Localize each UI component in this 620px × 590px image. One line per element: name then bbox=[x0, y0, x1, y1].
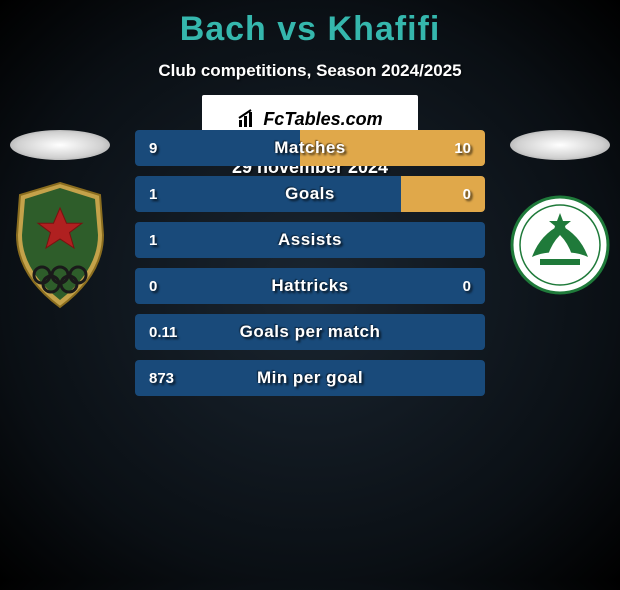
right-club-emblem bbox=[510, 180, 610, 310]
bar-value-left: 873 bbox=[149, 360, 174, 396]
far-rabat-icon bbox=[10, 180, 110, 310]
bar-value-left: 0 bbox=[149, 268, 157, 304]
bar-value-right: 10 bbox=[454, 130, 471, 166]
right-player-disc bbox=[510, 130, 610, 160]
bar-value-left: 1 bbox=[149, 222, 157, 258]
stats-bars-container: Matches910Goals10Assists1Hattricks00Goal… bbox=[135, 130, 485, 396]
bar-value-left: 1 bbox=[149, 176, 157, 212]
stat-row-assists: Assists1 bbox=[135, 222, 485, 258]
bar-label: Hattricks bbox=[135, 268, 485, 304]
watermark-text: FcTables.com bbox=[263, 109, 382, 130]
bar-value-left: 0.11 bbox=[149, 314, 177, 350]
left-club-emblem bbox=[10, 180, 110, 310]
bar-value-right: 0 bbox=[463, 268, 471, 304]
left-player-column bbox=[0, 130, 120, 330]
bar-label: Assists bbox=[135, 222, 485, 258]
bar-label: Min per goal bbox=[135, 360, 485, 396]
page-title: Bach vs Khafifi bbox=[0, 10, 620, 49]
stat-row-goals: Goals1 0 bbox=[135, 176, 485, 212]
stat-row-goals-per-match: Goals per match0.11 bbox=[135, 314, 485, 350]
raja-club-icon bbox=[510, 195, 610, 295]
left-player-disc bbox=[10, 130, 110, 160]
right-player-column bbox=[500, 130, 620, 330]
stat-row-min-per-goal: Min per goal873 bbox=[135, 360, 485, 396]
bar-label: Goals per match bbox=[135, 314, 485, 350]
watermark-chart-icon bbox=[237, 109, 257, 129]
bar-value-right: 0 bbox=[463, 176, 471, 212]
bar-value-left: 9 bbox=[149, 130, 157, 166]
bar-label: Matches bbox=[135, 130, 485, 166]
bar-label: Goals bbox=[135, 176, 485, 212]
subtitle-text: Club competitions, Season 2024/2025 bbox=[0, 61, 620, 81]
stat-row-hattricks: Hattricks0 0 bbox=[135, 268, 485, 304]
stat-row-matches: Matches9 10 bbox=[135, 130, 485, 166]
